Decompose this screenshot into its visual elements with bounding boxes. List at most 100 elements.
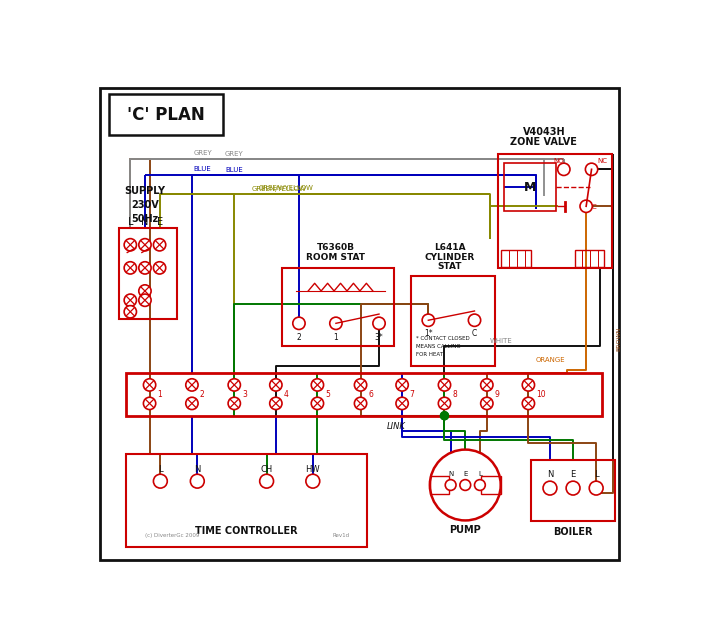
Circle shape	[228, 397, 240, 410]
Text: FOR HEAT: FOR HEAT	[416, 352, 443, 356]
Text: N: N	[141, 217, 149, 227]
Text: 50Hz: 50Hz	[131, 213, 159, 224]
Text: NC: NC	[597, 158, 608, 164]
Circle shape	[438, 397, 451, 410]
Circle shape	[143, 379, 156, 391]
Circle shape	[422, 314, 435, 326]
Text: BLUE: BLUE	[225, 167, 243, 173]
Text: NO: NO	[553, 158, 564, 164]
Circle shape	[441, 412, 449, 420]
Text: 6: 6	[369, 390, 373, 399]
Text: 5: 5	[325, 390, 330, 399]
Text: * CONTACT CLOSED: * CONTACT CLOSED	[416, 337, 470, 341]
Circle shape	[139, 238, 151, 251]
Text: L641A: L641A	[434, 244, 465, 253]
Text: 230V: 230V	[131, 200, 159, 210]
Text: 1: 1	[157, 390, 162, 399]
Circle shape	[186, 379, 198, 391]
Circle shape	[522, 397, 534, 410]
Circle shape	[270, 379, 282, 391]
Circle shape	[311, 379, 324, 391]
Text: SUPPLY: SUPPLY	[124, 186, 166, 196]
Circle shape	[557, 163, 570, 176]
Text: L: L	[594, 470, 599, 479]
Text: LINK: LINK	[387, 422, 405, 431]
Circle shape	[355, 397, 366, 410]
Text: 1: 1	[333, 333, 338, 342]
Text: ZONE VALVE: ZONE VALVE	[510, 137, 577, 147]
Text: N: N	[547, 470, 553, 479]
Text: WHITE: WHITE	[490, 338, 512, 344]
Text: 9: 9	[494, 390, 499, 399]
Text: TIME CONTROLLER: TIME CONTROLLER	[195, 526, 298, 537]
Circle shape	[139, 262, 151, 274]
Text: L: L	[478, 471, 482, 478]
Text: CH: CH	[260, 465, 273, 474]
Circle shape	[143, 397, 156, 410]
Circle shape	[154, 474, 167, 488]
Circle shape	[124, 294, 136, 306]
Circle shape	[139, 285, 151, 297]
Circle shape	[124, 262, 136, 274]
Text: ORANGE: ORANGE	[536, 357, 566, 363]
Circle shape	[543, 481, 557, 495]
Text: N: N	[448, 471, 453, 478]
Circle shape	[124, 238, 136, 251]
Circle shape	[306, 474, 319, 488]
Circle shape	[430, 449, 501, 520]
Circle shape	[396, 379, 409, 391]
Text: PUMP: PUMP	[449, 525, 481, 535]
Circle shape	[260, 474, 274, 488]
Circle shape	[124, 306, 136, 318]
Circle shape	[396, 397, 409, 410]
Text: 2: 2	[199, 390, 204, 399]
Text: E: E	[463, 471, 468, 478]
Text: M: M	[524, 181, 536, 194]
Circle shape	[154, 238, 166, 251]
Text: HW: HW	[305, 465, 320, 474]
Circle shape	[445, 479, 456, 490]
Circle shape	[522, 379, 534, 391]
Text: BOILER: BOILER	[553, 527, 592, 537]
Circle shape	[228, 379, 240, 391]
Text: 10: 10	[536, 390, 545, 399]
Circle shape	[330, 317, 342, 329]
Circle shape	[438, 379, 451, 391]
Text: GREEN/YELLOW: GREEN/YELLOW	[259, 185, 314, 191]
Text: GREEN/YELLOW: GREEN/YELLOW	[252, 186, 307, 192]
Text: 1*: 1*	[424, 329, 432, 338]
Text: 3*: 3*	[375, 333, 383, 342]
Circle shape	[373, 317, 385, 329]
Text: 4: 4	[284, 390, 289, 399]
Circle shape	[589, 481, 603, 495]
Text: 3: 3	[242, 390, 247, 399]
Circle shape	[460, 479, 470, 490]
Text: BROWN: BROWN	[616, 326, 621, 351]
Circle shape	[468, 314, 481, 326]
Circle shape	[481, 379, 493, 391]
Text: ROOM STAT: ROOM STAT	[306, 253, 366, 262]
Text: E: E	[571, 470, 576, 479]
Text: GREY: GREY	[194, 150, 212, 156]
Circle shape	[293, 317, 305, 329]
Text: BLUE: BLUE	[194, 167, 211, 172]
Text: Rev1d: Rev1d	[333, 533, 350, 538]
Circle shape	[186, 397, 198, 410]
Circle shape	[355, 379, 366, 391]
Text: V4043H: V4043H	[522, 128, 565, 137]
Circle shape	[441, 412, 449, 420]
Circle shape	[154, 262, 166, 274]
Text: C: C	[472, 329, 477, 338]
Circle shape	[566, 481, 580, 495]
Text: 7: 7	[410, 390, 415, 399]
Text: STAT: STAT	[437, 262, 462, 271]
Circle shape	[190, 474, 204, 488]
Text: E: E	[157, 217, 163, 227]
Text: T6360B: T6360B	[317, 244, 355, 253]
Circle shape	[270, 397, 282, 410]
Text: (c) DiverterGc 2009: (c) DiverterGc 2009	[145, 533, 199, 538]
Circle shape	[580, 200, 592, 212]
Text: 8: 8	[452, 390, 457, 399]
Text: CYLINDER: CYLINDER	[425, 253, 475, 262]
Text: L: L	[158, 465, 163, 474]
